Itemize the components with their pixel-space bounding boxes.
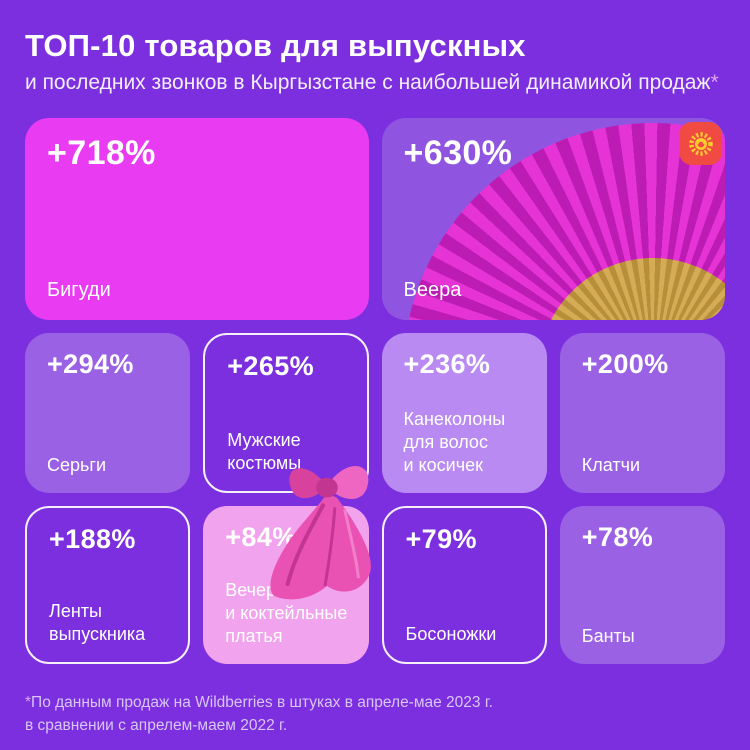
card-label: Вечерние и коктейльные платья [225, 579, 348, 646]
card-evening-dresses: +84% Вечерние и коктейльные платья [203, 506, 369, 664]
card-value: +294% [47, 349, 134, 379]
card-value: +200% [581, 349, 669, 379]
footnote-line2: в сравнении с апрелем-маем 2022 г. [25, 717, 288, 735]
footnote-asterisk: * [25, 694, 32, 711]
card-sandals: +79% Босоножки [381, 506, 547, 664]
card-value: +236% [403, 349, 491, 379]
cards-grid: +718% Бигуди +630% Веера +294% [25, 118, 725, 664]
card-value: +718% [47, 134, 156, 172]
card-graduate-ribbons: +188% Ленты выпускника [25, 506, 191, 664]
card-hair-curlers: +718% Бигуди [25, 118, 369, 320]
card-label: Банты [581, 625, 635, 646]
card-value: +188% [49, 524, 136, 554]
card-value: +265% [227, 351, 315, 381]
card-label: Веера [403, 279, 462, 302]
card-label: Бигуди [47, 279, 111, 302]
card-fans: +630% Веера [381, 118, 725, 320]
page-title: ТОП-10 товаров для выпускных [25, 28, 526, 63]
card-earrings: +294% Серьги [25, 333, 191, 493]
subtitle-text: и последних звонков в Кыргызстане с наиб… [25, 71, 711, 94]
fan-gold-base [510, 231, 725, 320]
card-label: Ленты выпускника [49, 600, 146, 644]
card-clutches: +200% Клатчи [559, 333, 725, 493]
card-kanekalon-hair: +236% Канеколоны для волос и косичек [381, 333, 547, 493]
card-bows: +78% Банты [559, 506, 725, 664]
page-subtitle: и последних звонков в Кыргызстане с наиб… [25, 71, 725, 95]
card-mens-suits: +265% Мужские костюмы [203, 333, 369, 493]
card-value: +79% [405, 524, 477, 554]
subtitle-asterisk: * [710, 71, 719, 94]
card-label: Мужские костюмы [227, 429, 302, 473]
footnote: *По данным продаж на Wildberries в штука… [25, 691, 725, 738]
card-label: Клатчи [581, 454, 641, 475]
card-label: Босоножки [405, 623, 497, 644]
kyrgyzstan-flag-icon [679, 122, 722, 165]
card-label: Канеколоны для волос и косичек [403, 408, 506, 475]
card-label: Серьги [47, 454, 107, 475]
footnote-line1: По данным продаж на Wildberries в штуках… [31, 694, 493, 711]
card-value: +78% [581, 522, 654, 552]
card-value: +630% [403, 134, 513, 172]
card-value: +84% [225, 522, 297, 552]
